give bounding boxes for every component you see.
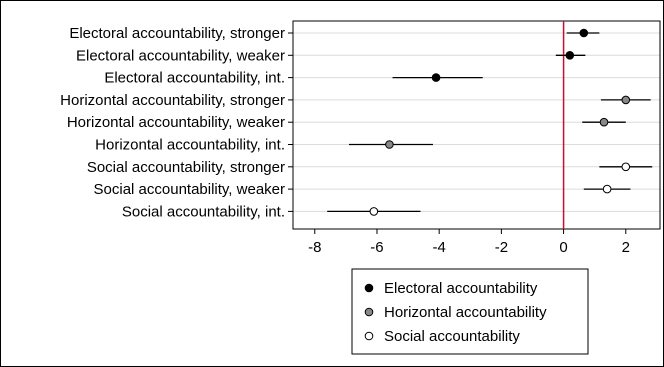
category-label: Social accountability, int.: [122, 203, 285, 220]
point-estimate: [621, 162, 631, 172]
point-estimate: [579, 28, 589, 38]
x-tick-label: -2: [495, 239, 508, 256]
point-estimate: [602, 184, 612, 194]
legend-marker-social: [364, 331, 374, 341]
point-estimates: [369, 28, 631, 216]
x-tick-label: 0: [559, 239, 567, 256]
category-label: Horizontal accountability, weaker: [67, 114, 285, 131]
point-estimate: [385, 140, 394, 149]
category-label: Electoral accountability, int.: [104, 70, 285, 87]
legend-marker-horizontal: [364, 307, 374, 317]
point-estimate: [565, 51, 575, 60]
x-axis: -8 -6 -4 -2 0 2: [308, 229, 630, 256]
x-tick-label: -6: [370, 239, 383, 256]
category-label: Social accountability, stronger: [87, 159, 285, 176]
category-label: Electoral accountability, weaker: [76, 47, 285, 64]
category-labels: Electoral accountability, stronger Electo…: [60, 25, 285, 220]
legend-label-horizontal: Horizontal accountability: [384, 304, 547, 321]
legend-label-electoral: Electoral accountability: [384, 280, 538, 297]
point-estimate: [621, 95, 631, 105]
legend-box: [351, 268, 589, 355]
category-label: Horizontal accountability, int.: [95, 137, 285, 154]
legend: Electoral accountability Horizontal acco…: [351, 268, 589, 355]
category-label: Electoral accountability, stronger: [69, 25, 285, 42]
x-tick-label: 2: [622, 239, 630, 256]
point-estimate: [431, 73, 441, 82]
legend-label-social: Social accountability: [384, 328, 520, 345]
plot-area-frame: [292, 20, 661, 230]
y-axis-ticks: [288, 32, 293, 212]
category-label: Horizontal accountability, stronger: [60, 92, 285, 109]
point-estimate: [369, 207, 379, 216]
point-estimate: [599, 117, 609, 127]
legend-marker-electoral: [364, 283, 374, 293]
category-label: Social accountability, weaker: [94, 181, 285, 198]
x-tick-label: -8: [308, 239, 321, 256]
x-tick-label: -4: [433, 239, 446, 256]
